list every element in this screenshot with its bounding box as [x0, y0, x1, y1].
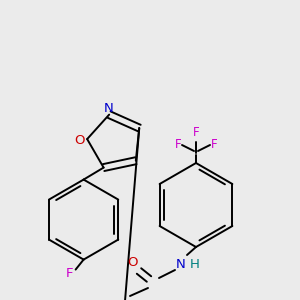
Text: F: F — [211, 139, 217, 152]
Text: F: F — [175, 139, 181, 152]
Text: N: N — [176, 259, 186, 272]
Text: H: H — [190, 259, 200, 272]
Text: F: F — [193, 126, 199, 139]
Text: N: N — [103, 102, 113, 115]
Text: O: O — [128, 256, 138, 269]
Text: O: O — [74, 134, 84, 147]
Text: F: F — [66, 267, 74, 280]
